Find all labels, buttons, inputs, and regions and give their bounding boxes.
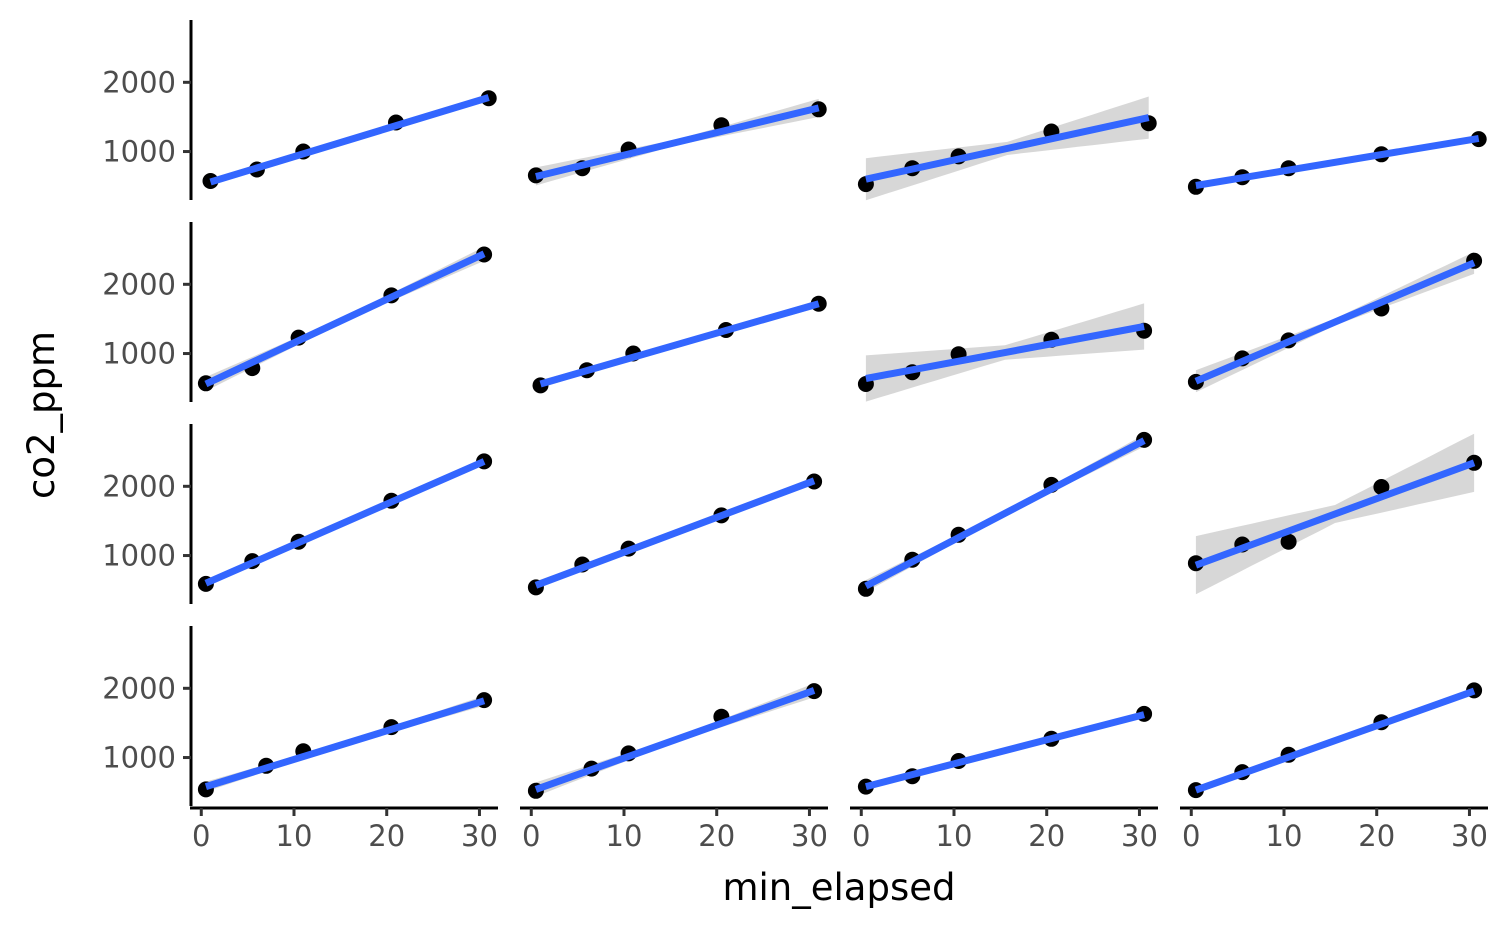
fit-line <box>539 300 820 388</box>
fit-line <box>534 477 816 589</box>
fit-line <box>204 250 486 388</box>
panel-2 <box>527 98 827 186</box>
panel-1: 1000 2000 <box>102 20 497 200</box>
x-tick-label: 30 <box>461 819 498 853</box>
x-tick-label: 0 <box>852 819 870 853</box>
fit-line <box>535 104 820 180</box>
x-tick-label: 10 <box>606 819 643 853</box>
x-tick-label: 0 <box>522 819 540 853</box>
data-point <box>1373 479 1390 495</box>
fit-line <box>204 697 486 790</box>
y-tick-label: 2000 <box>102 267 176 301</box>
x-axis-title: min_elapsed <box>722 866 955 909</box>
y-tick-label: 1000 <box>102 741 176 775</box>
y-tick-label: 2000 <box>102 671 176 705</box>
fit-line <box>209 94 490 186</box>
panel-9: 1000 2000 <box>102 424 493 604</box>
x-tick-label: 0 <box>192 819 210 853</box>
y-tick-label: 1000 <box>102 135 176 169</box>
x-tick-label: 30 <box>1451 819 1488 853</box>
panel-16: 0 10 20 30 <box>1180 682 1488 853</box>
fit-line <box>1195 134 1480 189</box>
fit-line <box>865 323 1145 382</box>
y-tick-label: 1000 <box>102 337 176 371</box>
x-tick-label: 20 <box>368 819 405 853</box>
y-axis-title: co2_ppm <box>20 331 63 499</box>
panel-15: 0 10 20 30 <box>850 705 1158 853</box>
panel-12 <box>1187 433 1483 595</box>
fit-line <box>865 114 1150 183</box>
fit-line <box>1194 259 1476 385</box>
x-tick-label: 10 <box>936 819 973 853</box>
panel-6 <box>532 295 827 394</box>
panel-8 <box>1187 251 1483 393</box>
fit-line <box>865 711 1145 790</box>
x-tick-label: 30 <box>791 819 828 853</box>
x-tick-label: 20 <box>1028 819 1065 853</box>
x-tick-label: 30 <box>1121 819 1158 853</box>
fit-line <box>864 437 1146 590</box>
x-tick-label: 10 <box>1266 819 1303 853</box>
panel-10 <box>527 473 823 596</box>
x-tick-label: 20 <box>698 819 735 853</box>
fit-line <box>534 687 816 793</box>
data-point <box>1280 533 1297 550</box>
y-tick-label: 2000 <box>102 469 176 503</box>
panel-14: 0 10 20 30 <box>520 683 828 853</box>
panel-7 <box>857 303 1153 402</box>
panel-4 <box>1187 131 1487 195</box>
x-tick-label: 20 <box>1358 819 1395 853</box>
y-tick-label: 1000 <box>102 539 176 573</box>
panel-11 <box>857 431 1153 597</box>
x-tick-label: 10 <box>276 819 313 853</box>
fit-line <box>204 458 486 587</box>
panel-5: 1000 2000 <box>102 222 493 402</box>
y-tick-label: 2000 <box>102 65 176 99</box>
panel-13: 1000 2000 0 10 20 30 <box>102 626 498 853</box>
x-tick-label: 0 <box>1182 819 1200 853</box>
fit-line <box>1194 687 1476 794</box>
fit-line <box>1194 459 1476 569</box>
panel-3 <box>857 96 1157 201</box>
